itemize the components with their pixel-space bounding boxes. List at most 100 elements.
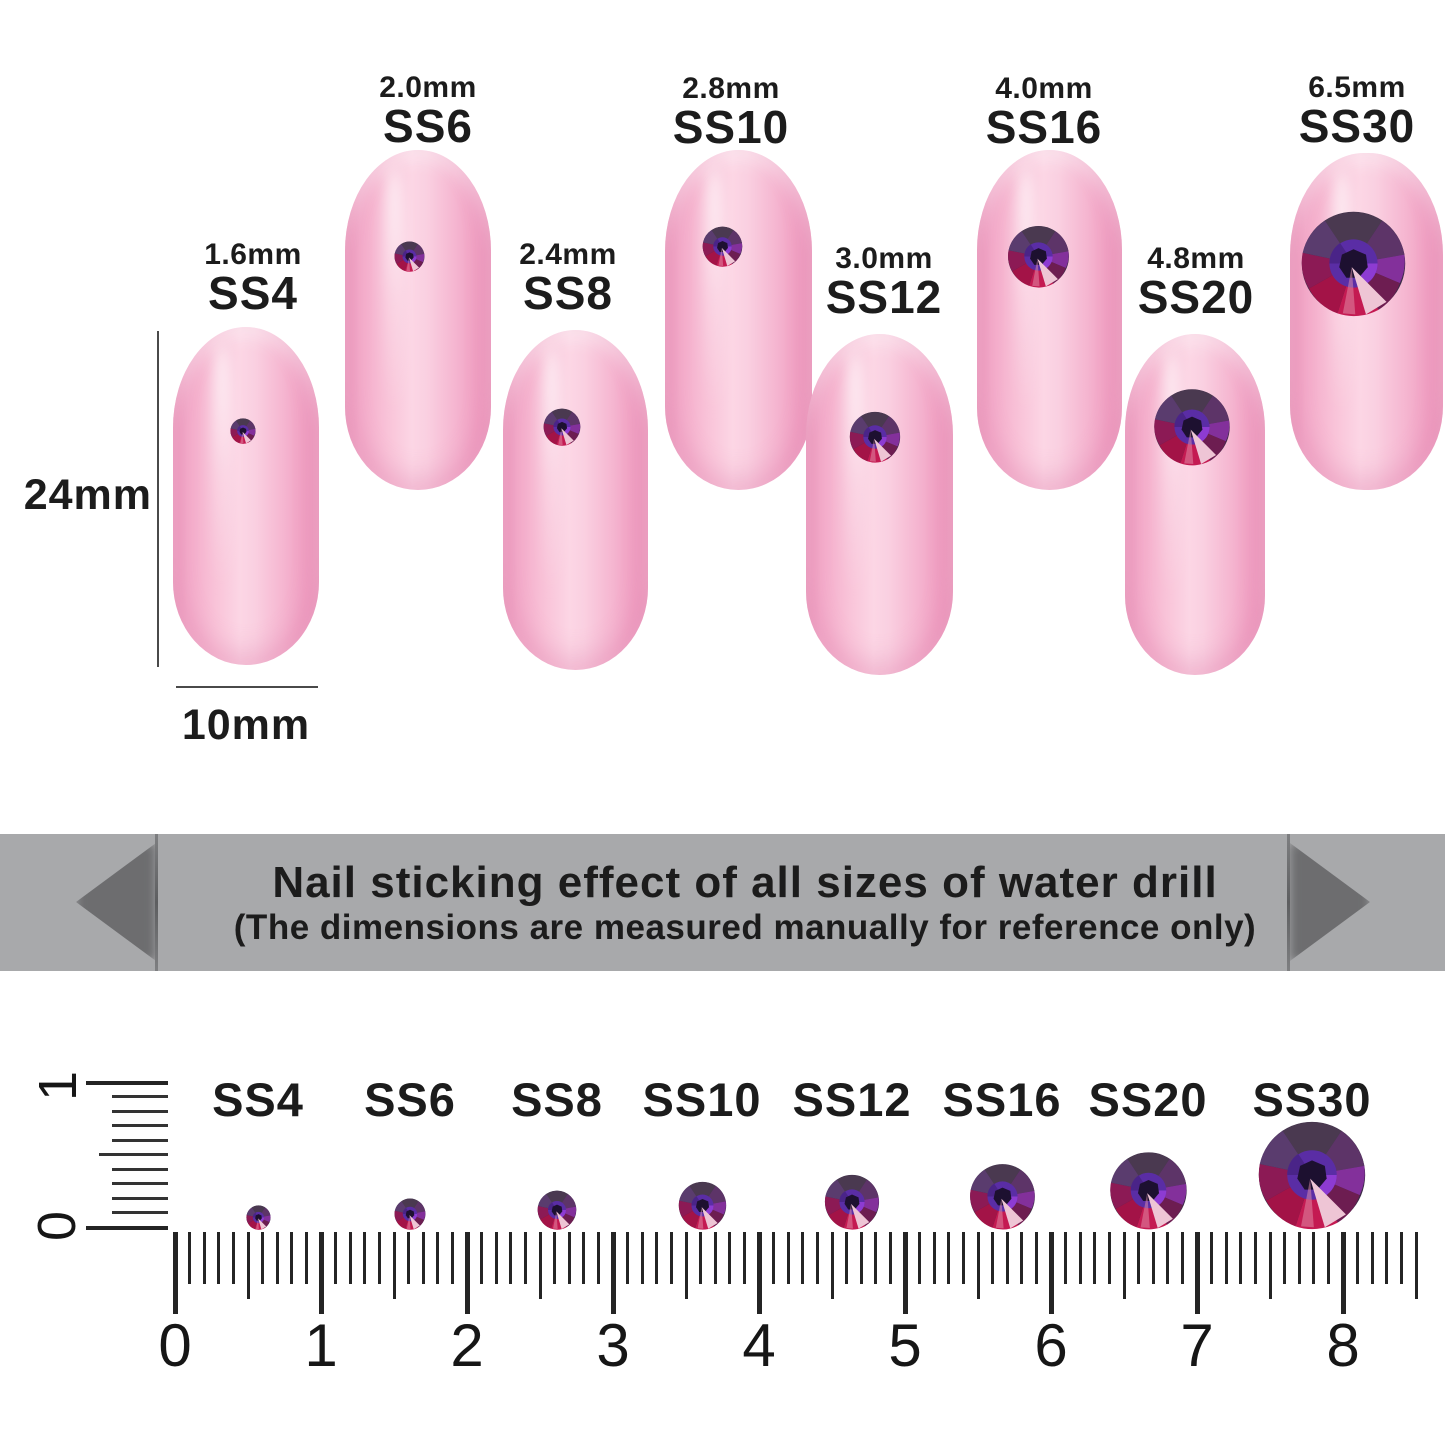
ruler-tick xyxy=(684,1232,688,1299)
diameter-mm-label: 3.0mm xyxy=(835,242,933,275)
ruler-tick xyxy=(582,1232,586,1284)
ruler-tick xyxy=(304,1232,308,1284)
pink-nail-ss16 xyxy=(977,150,1122,490)
ruler-number-5: 5 xyxy=(888,1312,922,1379)
vertical-ruler-number-1: 1 xyxy=(28,1070,88,1102)
ruler-tick xyxy=(1166,1232,1170,1284)
ruler-tick xyxy=(450,1232,454,1284)
ss-size-label: SS10 xyxy=(672,101,790,153)
nail-width-measure-line xyxy=(176,686,318,688)
ruler-tick xyxy=(728,1232,732,1284)
rhinestone-on-nail-ss12 xyxy=(849,411,901,463)
ruler-tick xyxy=(509,1232,513,1284)
diameter-mm-label: 4.8mm xyxy=(1147,242,1245,275)
ruler-tick xyxy=(1122,1232,1126,1299)
ruler-tick xyxy=(246,1232,250,1299)
ss-size-label: SS20 xyxy=(1137,271,1255,323)
nail-size-label-ss4: 1.6mm SS4 xyxy=(204,238,302,319)
ruler-tick xyxy=(318,1232,324,1314)
ruler-number-0: 0 xyxy=(158,1312,192,1379)
diameter-mm-label: 4.0mm xyxy=(995,72,1093,105)
banner-subtitle: (The dimensions are measured manually fo… xyxy=(233,907,1257,947)
ruler-number-2: 2 xyxy=(450,1312,484,1379)
vertical-ruler-tick xyxy=(86,1225,168,1230)
ruler-tick xyxy=(655,1232,659,1284)
nail-size-label-ss16: 4.0mm SS16 xyxy=(986,72,1103,151)
ruler-tick xyxy=(830,1232,834,1299)
nail-size-label-ss8: 2.4mm SS8 xyxy=(519,238,617,319)
ruler-tick xyxy=(1020,1232,1024,1284)
ruler-tick xyxy=(932,1232,936,1284)
ruler-tick xyxy=(1356,1232,1360,1284)
ss-size-label: SS6 xyxy=(383,100,473,152)
ruler-tick xyxy=(713,1232,717,1284)
ruler-tick xyxy=(859,1232,863,1284)
ruler-tick xyxy=(392,1232,396,1299)
vertical-ruler-tick xyxy=(99,1153,168,1156)
ruler-tick xyxy=(275,1232,279,1284)
ruler-tick xyxy=(1253,1232,1257,1284)
ruler-tick xyxy=(480,1232,484,1284)
ruler-tick xyxy=(888,1232,892,1284)
vertical-ruler-tick xyxy=(112,1138,168,1142)
vertical-ruler-tick xyxy=(112,1196,168,1200)
ruler-tick xyxy=(1210,1232,1214,1284)
ruler-tick xyxy=(640,1232,644,1284)
ruler-tick xyxy=(845,1232,849,1284)
ruler-tick xyxy=(1385,1232,1389,1284)
ruler-tick xyxy=(363,1232,367,1284)
ruler-tick xyxy=(947,1232,951,1284)
ruler-ss-label-ss10: SS10 xyxy=(642,1073,762,1126)
pink-nail-ss8 xyxy=(503,330,648,670)
ruler-tick xyxy=(188,1232,192,1284)
vertical-ruler-tick xyxy=(112,1211,168,1214)
diameter-mm-label: 6.5mm xyxy=(1308,71,1406,104)
ruler-ss-label-ss8: SS8 xyxy=(511,1073,603,1126)
nail-size-label-ss10: 2.8mm SS10 xyxy=(672,72,790,153)
ruler-tick xyxy=(377,1232,381,1284)
ruler-ss-label-ss6: SS6 xyxy=(364,1073,456,1126)
rhinestone-on-ruler-ss16 xyxy=(969,1163,1036,1230)
vertical-ruler-number-0: 0 xyxy=(27,1210,87,1242)
ss-size-label: SS4 xyxy=(208,267,298,319)
diameter-mm-label: 2.8mm xyxy=(682,72,780,105)
ruler-tick xyxy=(421,1232,425,1284)
ruler-tick xyxy=(874,1232,878,1284)
nail-size-label-ss6: 2.0mm SS6 xyxy=(379,73,477,152)
ruler-tick xyxy=(699,1232,703,1284)
ruler-number-8: 8 xyxy=(1326,1312,1360,1379)
ribbon-fold-edge-left xyxy=(155,834,158,971)
ruler-tick xyxy=(1078,1232,1082,1284)
ruler-tick xyxy=(772,1232,776,1284)
ruler-tick xyxy=(1340,1232,1346,1314)
rhinestone-on-nail-ss20 xyxy=(1153,388,1231,466)
ss-size-label: SS30 xyxy=(1298,100,1416,152)
ss-size-label: SS8 xyxy=(523,267,613,319)
nail-size-label-ss20: 4.8mm SS20 xyxy=(1137,242,1255,323)
ruler-tick xyxy=(1034,1232,1038,1284)
ruler-tick xyxy=(231,1232,235,1284)
ruler-tick xyxy=(1107,1232,1111,1284)
nail-height-measure-line xyxy=(157,331,159,667)
nail-height-label: 24mm xyxy=(23,471,152,519)
ruler-tick xyxy=(1326,1232,1330,1284)
pink-nail-ss12 xyxy=(806,334,953,675)
diameter-mm-label: 1.6mm xyxy=(204,238,302,271)
ruler-tick xyxy=(494,1232,498,1284)
banner-title: Nail sticking effect of all sizes of wat… xyxy=(272,857,1218,907)
rhinestone-on-nail-ss16 xyxy=(1007,225,1070,288)
ruler-tick xyxy=(1224,1232,1228,1284)
ruler-tick xyxy=(202,1232,206,1284)
vertical-ruler-tick xyxy=(112,1109,168,1113)
ruler-tick xyxy=(1268,1232,1272,1299)
ruler-tick xyxy=(1283,1232,1287,1284)
ruler-ss-label-ss16: SS16 xyxy=(942,1073,1062,1126)
ruler-tick xyxy=(976,1232,980,1299)
diameter-mm-label: 2.4mm xyxy=(519,238,617,271)
ruler-tick xyxy=(1064,1232,1068,1284)
nail-width-label: 10mm xyxy=(181,701,311,749)
ruler-tick xyxy=(1194,1232,1200,1314)
pink-nail-ss10 xyxy=(665,150,812,490)
rhinestone-on-ruler-ss4 xyxy=(246,1205,271,1230)
